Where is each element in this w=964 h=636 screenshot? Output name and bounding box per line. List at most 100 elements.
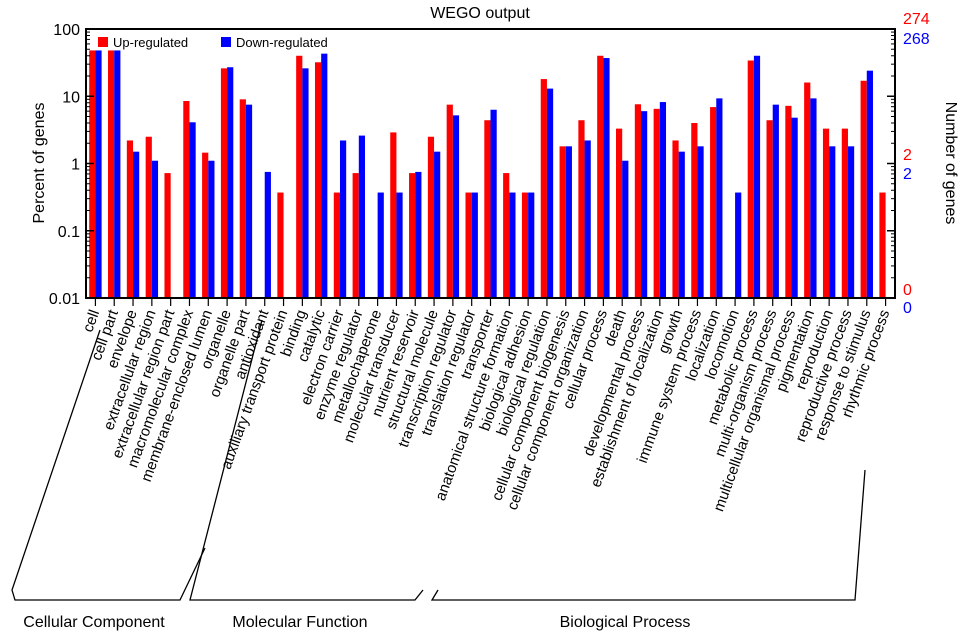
bar-down-multicellular-organismal-process [791, 117, 798, 298]
bar-down-organelle-part [245, 104, 253, 299]
bar-up-localization [710, 107, 717, 298]
bar-down-membrane-enclosed-lumen [208, 160, 215, 298]
right-axis-labels: 274 268 2 2 0 0 [903, 11, 930, 317]
bar-down-catalytic [321, 53, 328, 299]
bar-up-multi-organism-process [766, 120, 773, 298]
bar-down-cell [95, 50, 102, 298]
bar-down-electron-carrier [339, 140, 347, 298]
bar-up-biological-regulation [540, 79, 547, 298]
bar-down-envelope [133, 151, 140, 298]
bar-down-cellular-component-biogenesis [565, 146, 572, 298]
bar-down-cellular-process [603, 58, 610, 298]
bar-up-biological-adhesion [521, 192, 529, 298]
bar-down-binding [302, 68, 309, 298]
bar-up-enzyme-regulator [352, 173, 359, 298]
bar-up-pigmentation [804, 82, 811, 299]
bar-up-transporter [484, 120, 491, 298]
bar-down-extracellular-region [151, 160, 159, 298]
bar-down-antioxidant [264, 171, 271, 298]
bar-down-reproduction [829, 146, 836, 298]
chart-title: WEGO output [430, 5, 530, 22]
bar-up-organelle-part [239, 99, 246, 298]
bar-down-organelle [227, 67, 234, 299]
right-axis-down-min: 0 [903, 300, 912, 317]
y-axis-label-right: Number of genes [942, 102, 959, 225]
category-groups: Cellular Component Molecular Function Bi… [11, 319, 866, 631]
bar-down-biological-adhesion [528, 192, 535, 298]
y-tick-label: 1 [71, 157, 80, 174]
group-label-cellular-component: Cellular Component [23, 614, 165, 631]
right-axis-up-mid: 2 [903, 147, 912, 164]
bar-up-multicellular-organismal-process [785, 105, 792, 298]
legend: Up-regulated Down-regulated [98, 35, 328, 50]
y-tick-label: 100 [53, 22, 80, 39]
bar-up-molecular-transducer [390, 132, 397, 298]
legend-label-down: Down-regulated [236, 35, 328, 50]
group-label-biological-process: Biological Process [560, 614, 691, 631]
y-tick-label: 0.1 [58, 224, 80, 241]
bar-down-localization [716, 98, 723, 299]
bar-down-macromolecular-complex [189, 122, 196, 298]
y-tick-label: 0.01 [49, 291, 80, 308]
bar-down-nutrient-reservoir [415, 171, 422, 298]
bar-up-cellular-component-biogenesis [559, 146, 566, 298]
right-axis-up-total: 274 [903, 11, 930, 28]
bar-up-auxiliary-transport-protein [277, 192, 284, 298]
bar-down-biological-regulation [546, 88, 554, 298]
bar-up-binding [296, 55, 303, 299]
bar-up-anatomical-structure-formation [503, 173, 510, 298]
bar-down-transcription-regulator [452, 115, 460, 298]
bar-down-structural-molecule [434, 151, 441, 298]
bar-up-cellular-component-organization [578, 120, 585, 298]
bar-up-death [616, 128, 623, 298]
bar-down-death [622, 160, 629, 298]
bar-down-establishment-of-localization [659, 102, 667, 298]
bar-up-membrane-enclosed-lumen [202, 152, 209, 298]
x-tick-label-cell: cell [79, 308, 103, 335]
right-axis-up-min: 0 [903, 282, 912, 299]
group-label-molecular-function: Molecular Function [232, 614, 367, 631]
bar-up-extracellular-region-part [164, 173, 171, 298]
right-axis-down-total: 268 [903, 31, 930, 48]
bar-up-cellular-process [597, 55, 604, 299]
bar-up-cell [89, 50, 96, 298]
bar-up-rhythmic-process [879, 192, 886, 298]
bar-up-macromolecular-complex [183, 101, 190, 298]
ticks-layer: 0.01 0.1 1 10 100 [49, 22, 895, 308]
bar-down-developmental-process [641, 111, 648, 298]
bar-down-locomotion [735, 192, 742, 298]
y-tick-label: 10 [62, 89, 80, 106]
bar-up-metabolic-process [747, 60, 754, 299]
bar-up-extracellular-region [145, 136, 152, 298]
bar-up-developmental-process [634, 104, 642, 299]
bar-up-organelle [220, 68, 228, 298]
bar-up-envelope [126, 140, 134, 298]
bar-up-cell-part [108, 50, 115, 298]
bar-down-reproductive-process [847, 146, 855, 298]
legend-label-up: Up-regulated [113, 35, 188, 50]
legend-swatch-up [98, 37, 108, 47]
bar-up-establishment-of-localization [653, 108, 660, 298]
bar-up-immune-system-process [691, 123, 698, 298]
bar-up-reproductive-process [841, 128, 848, 298]
right-axis-down-mid: 2 [903, 166, 912, 183]
bar-down-growth [678, 151, 685, 298]
bar-up-nutrient-reservoir [409, 173, 416, 298]
bar-down-cell-part [114, 50, 121, 298]
bar-up-electron-carrier [333, 192, 340, 298]
bar-up-translation-regulator [465, 192, 472, 298]
group-bracket-cellular-component [11, 329, 206, 601]
bar-down-response-to-stimulus [866, 70, 873, 299]
bar-down-anatomical-structure-formation [509, 192, 516, 298]
bar-down-metabolic-process [753, 55, 761, 299]
legend-swatch-down [221, 37, 231, 47]
bar-down-transporter [490, 109, 497, 299]
bar-down-pigmentation [810, 98, 817, 299]
bar-down-metallochaperone [377, 192, 384, 298]
bar-up-growth [672, 140, 679, 298]
bar-down-enzyme-regulator [358, 135, 365, 298]
bar-up-reproduction [822, 128, 830, 298]
y-axis-label-left: Percent of genes [31, 103, 48, 224]
bar-down-cellular-component-organization [584, 140, 591, 298]
